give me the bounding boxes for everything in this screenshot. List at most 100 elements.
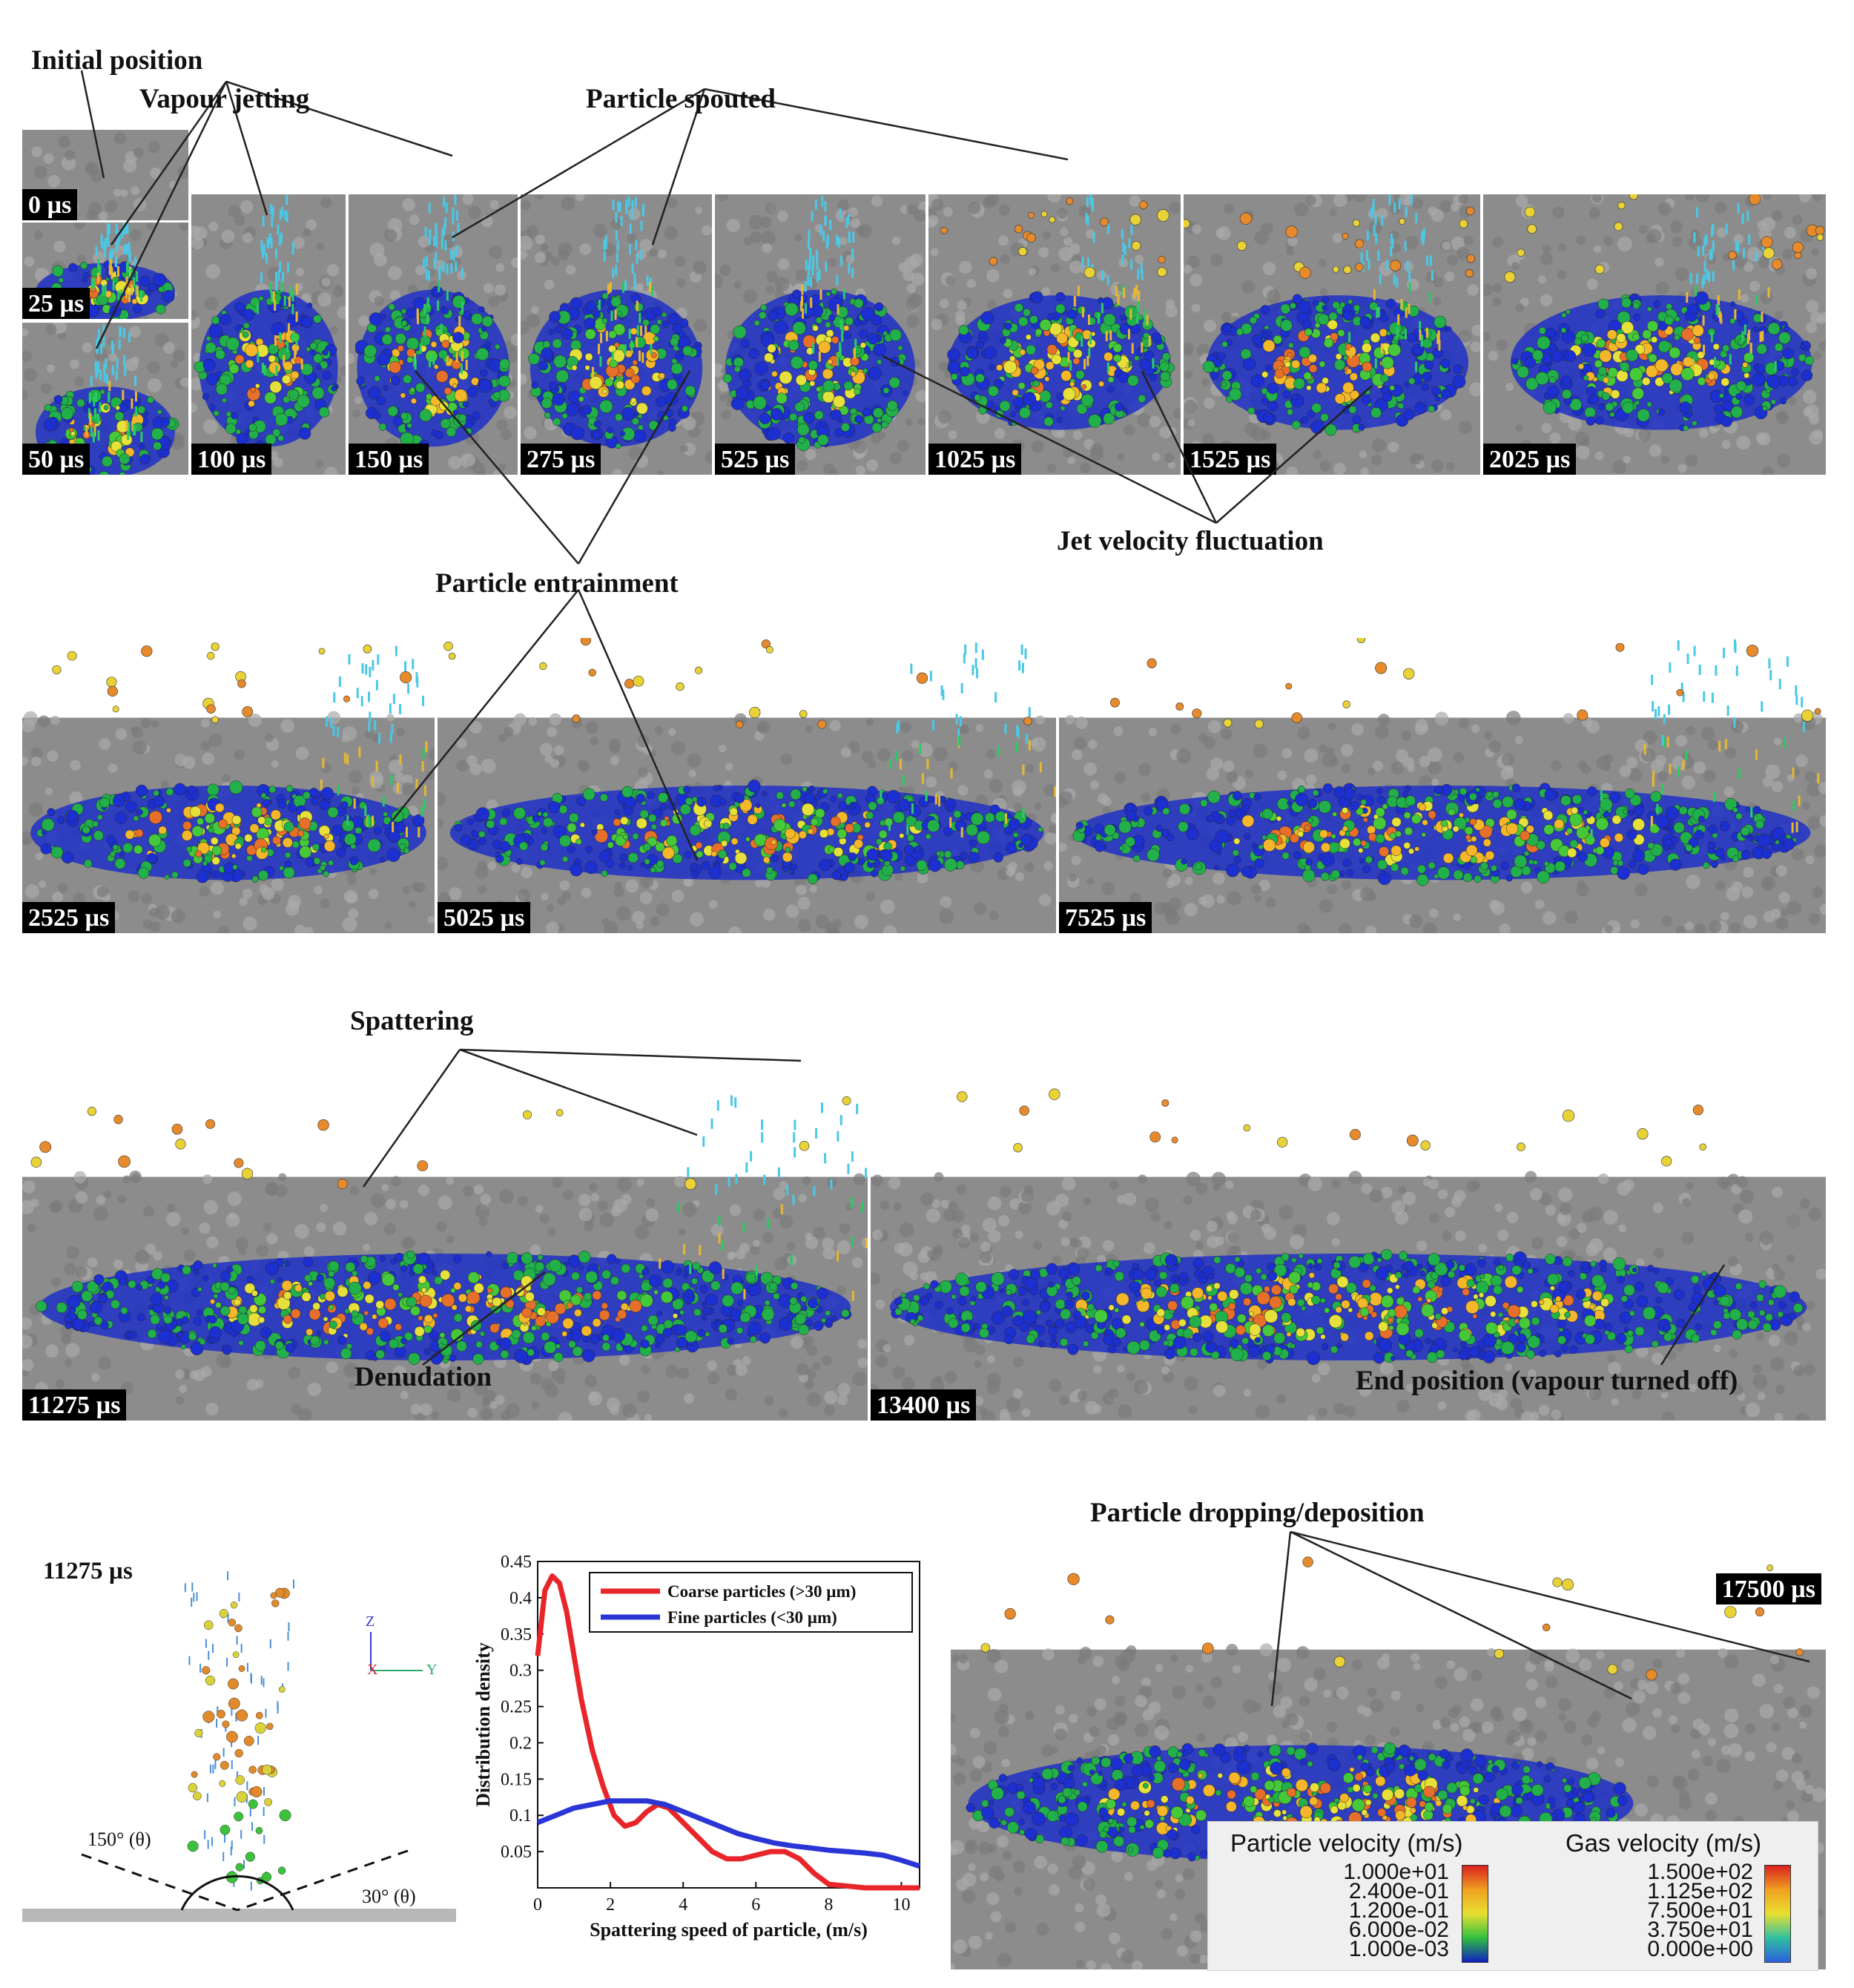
time-label: 150 µs (349, 444, 429, 475)
gas-region (22, 1087, 868, 1177)
gas-tick: 0.000e+00 (1647, 1937, 1753, 1961)
x-tick-label: 4 (679, 1895, 687, 1915)
particles (36, 780, 425, 883)
annotation-end-position: End position (vapour turned off) (1356, 1366, 1738, 1396)
chart-legend (589, 1572, 913, 1633)
legend-entry: Coarse particles (>30 µm) (667, 1582, 856, 1601)
x-tick-label: 10 (892, 1895, 910, 1915)
y-tick-label: 0.4 (509, 1589, 532, 1608)
time-label: 11275 µs (22, 1389, 127, 1421)
snapshot-panel: 1025 µs (928, 194, 1181, 475)
vapour-jet (1590, 639, 1820, 840)
time-label: 50 µs (22, 444, 90, 475)
particles (1072, 783, 1797, 886)
y-tick-label: 0.25 (501, 1698, 532, 1717)
particle-tick: 1.200e-01 (1348, 1898, 1449, 1923)
gas-tick: 1.125e+02 (1647, 1879, 1753, 1903)
angle-left-label: 150° (θ) (88, 1829, 151, 1850)
vapour-jet (1677, 203, 1777, 372)
side-view-time: 11275 µs (43, 1558, 133, 1584)
spatter-particles (187, 1587, 291, 1885)
spatter (1184, 206, 1476, 279)
time-label: 1525 µs (1184, 444, 1277, 475)
time-label: 2025 µs (1483, 444, 1577, 475)
time-label: 25 µs (22, 288, 90, 319)
snapshot-panel: 150 µs (349, 194, 518, 475)
gas-region (438, 638, 1056, 718)
time-label: 100 µs (191, 444, 272, 475)
simulation-view (715, 194, 926, 475)
simulation-view (438, 638, 1056, 933)
annotation-particle-spouted: Particle spouted (586, 84, 776, 114)
snapshot-panel: 13400 µs (871, 1087, 1826, 1421)
melt-track (725, 289, 915, 447)
spatter (1504, 194, 1825, 283)
axis-x-label: X (367, 1662, 378, 1678)
legend-entry: Fine particles (<30 µm) (667, 1608, 837, 1627)
particle-tick: 6.000e-02 (1348, 1918, 1449, 1942)
simulation-view (22, 638, 435, 933)
distribution-chart: 0 2 4 6 8 10 0.05 0.1 0.15 0.2 0.25 0.3 0.35 0.4 0.45 S… (456, 1539, 938, 1955)
gas-tick: 1.500e+02 (1647, 1860, 1753, 1884)
particle-colorbar (1462, 1865, 1488, 1963)
time-label: 525 µs (715, 444, 796, 475)
substrate (22, 1909, 460, 1922)
gas-region (871, 1087, 1826, 1177)
annotation-particle-dropping: Particle dropping/deposition (1090, 1498, 1425, 1528)
particles (891, 1248, 1804, 1366)
time-label: 2525 µs (22, 902, 116, 933)
spatter (30, 1096, 851, 1190)
y-tick-label: 0.1 (509, 1806, 532, 1826)
y-tick-label: 0.05 (501, 1843, 532, 1862)
particle-tick: 1.000e-03 (1348, 1937, 1449, 1961)
gas-colorbar (1764, 1865, 1791, 1963)
particle-legend-title: Particle velocity (m/s) (1230, 1829, 1463, 1857)
snapshot-panel: 2025 µs (1483, 194, 1826, 475)
spatter (1110, 638, 1821, 729)
annotation-denudation: Denudation (354, 1362, 492, 1392)
x-axis-label: Spattering speed of particle, (m/s) (590, 1919, 868, 1941)
simulation-view (191, 194, 346, 475)
gas-tick: 7.500e+01 (1647, 1898, 1753, 1923)
side-view-background (22, 1543, 460, 1943)
snapshot-panel: 275 µs (521, 194, 712, 475)
angle-right-label: 30° (θ) (362, 1886, 416, 1907)
simulation-view (1059, 638, 1826, 933)
vapour-jet (1348, 194, 1441, 372)
annotation-vapour-jetting: Vapour jetting (139, 84, 310, 114)
snapshot-panel: 0 µs (22, 130, 188, 220)
snapshot-panel: 1525 µs (1184, 194, 1480, 475)
x-tick-label: 2 (606, 1895, 615, 1915)
leader-line (459, 1048, 802, 1062)
snapshot-panel: 525 µs (715, 194, 926, 475)
x-tick-label: 6 (751, 1895, 760, 1915)
annotation-spattering: Spattering (350, 1006, 474, 1036)
plot-frame (537, 1561, 920, 1889)
y-tick-label: 0.15 (501, 1770, 532, 1789)
vapour-jet (800, 196, 857, 366)
snapshot-panel: 50 µs (22, 323, 188, 475)
annotation-initial-position: Initial position (31, 45, 203, 76)
time-label: 0 µs (22, 189, 78, 220)
vapour-jet (413, 194, 468, 374)
simulation-view (871, 1087, 1826, 1421)
snapshot-panel: 5025 µs (438, 638, 1056, 933)
annotation-particle-entrainment: Particle entrainment (435, 568, 679, 599)
side-view-drawing (22, 1543, 460, 1943)
time-label: 1025 µs (928, 444, 1022, 475)
time-label: 275 µs (521, 444, 601, 475)
snapshot-panel: 2525 µs (22, 638, 435, 933)
axis-z-label: Z (366, 1613, 375, 1630)
spatter-boundary-right (237, 1849, 409, 1912)
gas-region (1059, 638, 1826, 718)
simulation-view (349, 194, 518, 475)
series-line (536, 1798, 921, 1869)
gas-tick: 3.750e+01 (1647, 1918, 1753, 1942)
y-tick-label: 0.45 (501, 1553, 532, 1572)
vapour-jet (880, 642, 1056, 838)
x-tick-label: 0 (533, 1895, 542, 1915)
spatter (940, 197, 1170, 279)
spatter (957, 1088, 1707, 1167)
velocity-legend: Particle velocity (m/s) Gas velocity (m/… (1207, 1821, 1818, 1971)
